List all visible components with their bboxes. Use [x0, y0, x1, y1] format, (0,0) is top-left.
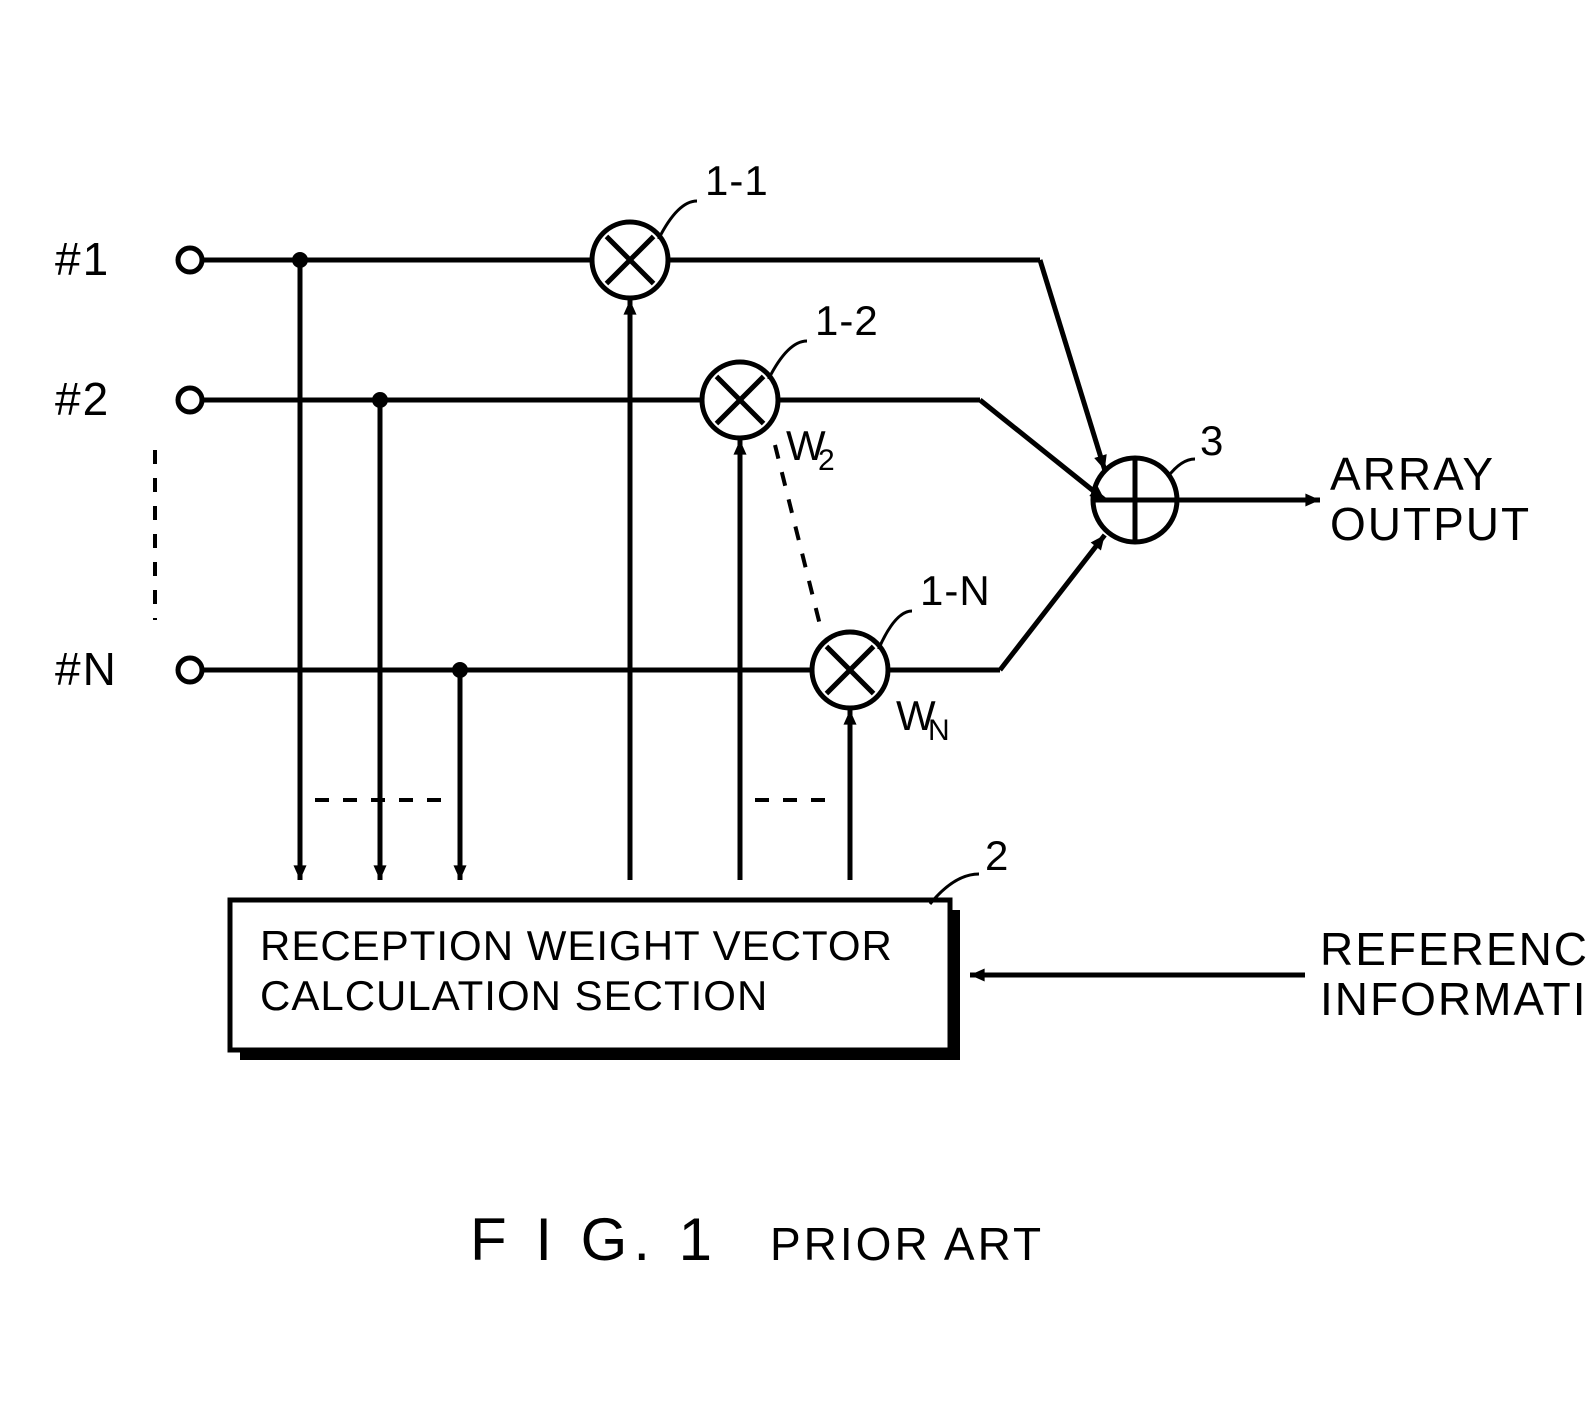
- summer-ref: 3: [1200, 417, 1224, 464]
- figure-caption-main: F I G. 1: [470, 1206, 718, 1273]
- input-label: #1: [55, 233, 110, 285]
- figure-caption-sub: PRIOR ART: [770, 1218, 1044, 1270]
- input-label: #N: [55, 643, 118, 695]
- calc-box-label: CALCULATION SECTION: [260, 972, 768, 1019]
- multipliers-ellipsis-diag: [775, 445, 820, 625]
- calc-box-ref: 2: [985, 832, 1009, 879]
- input-terminal: [178, 658, 202, 682]
- multiplier-ref: 1-N: [920, 567, 991, 614]
- multiplier-ref: 1-1: [705, 157, 769, 204]
- multiplier-ref: 1-2: [815, 297, 879, 344]
- input-label: #2: [55, 373, 110, 425]
- calc-box-label: RECEPTION WEIGHT VECTOR: [260, 922, 893, 969]
- reference-info-label: INFORMATION: [1320, 973, 1588, 1025]
- weight-sub: 2: [818, 444, 835, 477]
- array-output-label: ARRAY: [1330, 448, 1495, 500]
- reference-info-label: REFERENCE: [1320, 923, 1588, 975]
- array-output-label: OUTPUT: [1330, 498, 1531, 550]
- input-terminal: [178, 248, 202, 272]
- weight-sub: N: [928, 714, 950, 747]
- input-terminal: [178, 388, 202, 412]
